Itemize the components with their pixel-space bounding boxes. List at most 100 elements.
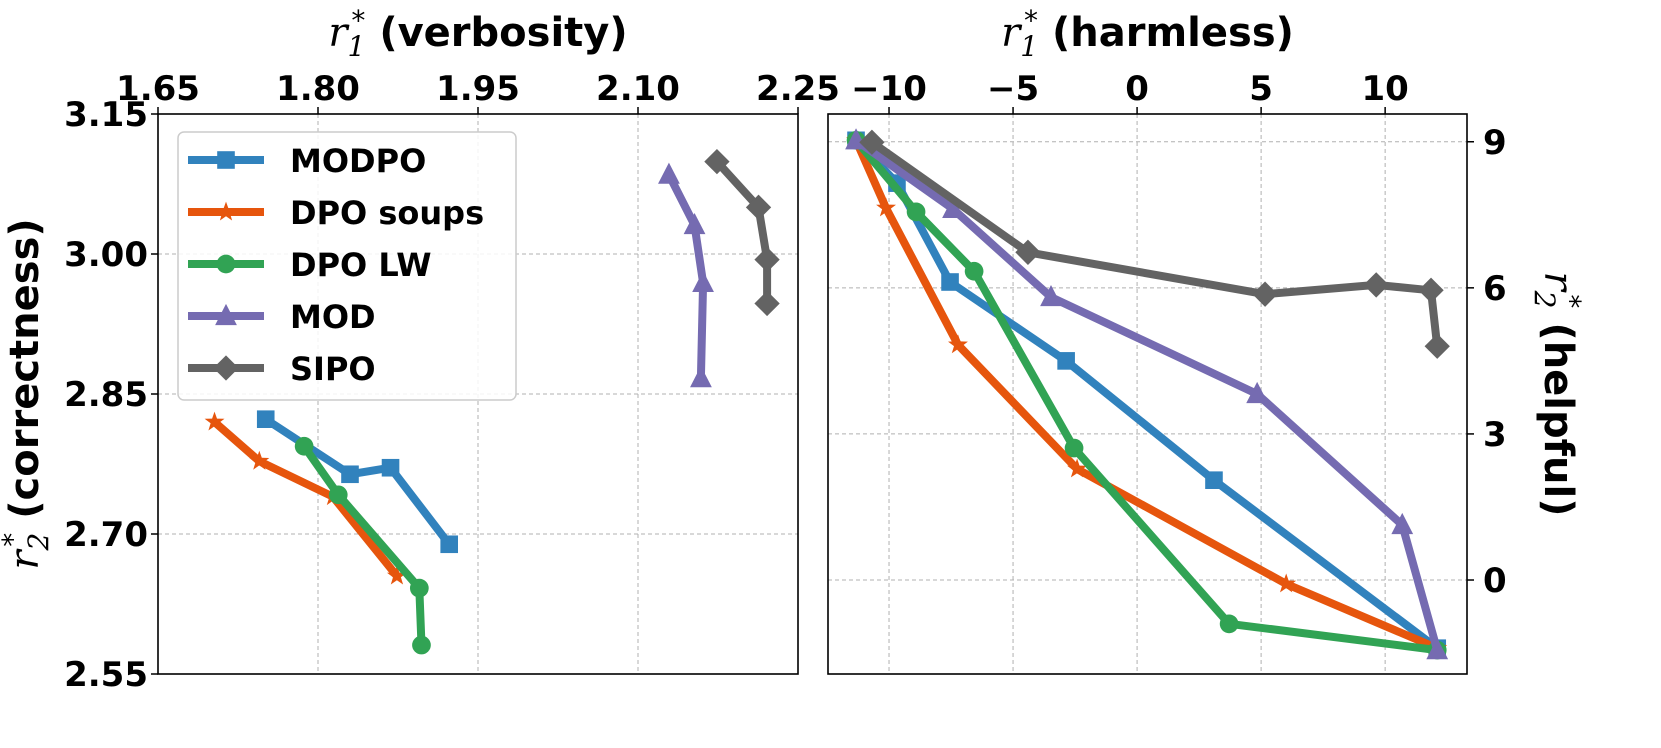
legend-box [177, 131, 517, 401]
x-axis-variable: r [328, 10, 350, 56]
data-point-sipo [704, 148, 730, 175]
x-tick-label: −5 [987, 69, 1039, 109]
data-point-dpo-soups [948, 334, 968, 354]
x-axis-subscript: 1 [1020, 30, 1038, 63]
legend-entry-sipo: SIPO [188, 350, 376, 388]
y-axis-title: r2* (correctness) [0, 218, 55, 569]
y-axis-superscript: * [0, 533, 29, 547]
data-point-modpo [1057, 352, 1075, 370]
data-point-sipo [1015, 239, 1041, 265]
data-point-sipo [754, 246, 780, 273]
y-axis-label-text: (helpful) [1535, 322, 1581, 516]
series-mod [658, 162, 714, 388]
data-point-modpo [341, 465, 359, 484]
series-line-sipo [869, 138, 1442, 347]
data-point-dpo-soups [204, 411, 225, 431]
x-tick-label: 1.95 [436, 69, 520, 109]
y-axis-subscript: 2 [22, 533, 55, 552]
y-tick-label: 3.00 [64, 235, 148, 275]
left-panel-verbosity-correctness: 1.65 1.80 1.95 2.10 2.25 2.55 2.70 2.85 3.00 3.15… [0, 4, 840, 695]
data-point-dpo-lw [1064, 438, 1084, 458]
series-line-dpo-lw [300, 443, 426, 646]
data-point-dpo-lw [906, 202, 926, 222]
data-point-sipo [1424, 333, 1450, 359]
y-tick-label: 2.55 [64, 655, 148, 695]
legend-label: DPO soups [290, 194, 484, 232]
series-dpo-lw [294, 436, 431, 655]
x-tick-label: 0 [1125, 69, 1149, 109]
data-point-dpo-lw [412, 635, 431, 655]
legend-marker-diamond-icon [213, 355, 239, 381]
x-axis-label-text: (verbosity) [379, 10, 627, 56]
data-point-mod [683, 212, 706, 235]
legend-label: MODPO [290, 142, 426, 180]
data-point-mod [1040, 284, 1062, 307]
data-point-dpo-soups [1276, 573, 1297, 593]
x-axis-superscript: * [351, 4, 365, 37]
data-point-modpo [256, 410, 275, 428]
data-point-sipo [1252, 281, 1278, 307]
data-point-modpo [1205, 471, 1223, 489]
data-point-mod [1426, 638, 1449, 660]
y-axis-variable: r [1535, 271, 1581, 293]
y-axis-subscript: 2 [1528, 290, 1561, 309]
x-axis-superscript: * [1024, 4, 1038, 37]
legend-marker-star-icon [216, 201, 236, 221]
series-mod [845, 128, 1449, 660]
series-line-dpo-soups [211, 418, 401, 579]
data-point-mod [692, 270, 714, 293]
legend-entry-dpo-soups: DPO soups [188, 194, 484, 232]
x-tick-label: 2.25 [756, 69, 840, 109]
legend-entry-modpo: MODPO [188, 142, 426, 180]
series-line-dpo-lw [852, 137, 1438, 655]
data-point-sipo [745, 194, 772, 220]
data-point-dpo-lw [964, 261, 984, 281]
legend-label: DPO LW [290, 246, 432, 284]
x-tick-label: 1.65 [116, 69, 200, 109]
data-point-mod [942, 196, 964, 219]
y-tick-label: 3.15 [64, 95, 148, 135]
data-point-mod [658, 162, 680, 184]
y-axis-title: r2* (helpful) [1528, 271, 1587, 516]
x-tick-label: 1.80 [276, 69, 360, 109]
y-tick-label: 6 [1483, 269, 1507, 309]
series-line-dpo-soups [852, 138, 1439, 652]
series-line-sipo [713, 158, 772, 304]
data-point-mod [690, 366, 712, 388]
y-tick-label: 2.85 [64, 375, 148, 415]
data-point-modpo [440, 535, 458, 554]
legend-marker-triangle-icon [215, 303, 237, 326]
data-point-dpo-lw [1219, 614, 1239, 634]
data-point-sipo [1363, 272, 1389, 298]
data-point-dpo-soups [1067, 458, 1087, 478]
x-axis-title: r1* (verbosity) [328, 4, 627, 63]
data-point-mod [1391, 512, 1414, 535]
x-axis-subscript: 1 [347, 30, 365, 63]
x-tick-label: 10 [1361, 69, 1408, 109]
x-tick-label: 2.10 [596, 69, 680, 109]
data-point-dpo-soups [876, 197, 896, 217]
x-tick-label: −10 [851, 69, 927, 109]
y-tick-label: 2.70 [64, 515, 148, 555]
legend-entry-mod: MOD [188, 298, 376, 336]
data-point-dpo-lw [294, 436, 314, 456]
y-axis-superscript: * [1554, 294, 1587, 308]
data-point-dpo-soups [387, 565, 407, 585]
data-point-mod [1246, 381, 1269, 404]
series-sipo [859, 129, 1450, 359]
y-axis-label-text: (correctness) [2, 218, 48, 518]
legend-entry-dpo-lw: DPO LW [188, 246, 432, 284]
series-line-mod [665, 172, 708, 379]
legend: MODPO DPO soups DPO LW MOD SIPO [177, 131, 517, 401]
data-point-modpo [381, 458, 400, 477]
legend-label: MOD [290, 298, 376, 336]
data-point-dpo-lw [409, 578, 429, 598]
x-axis-label-text: (harmless) [1052, 10, 1294, 56]
y-tick-label: 0 [1483, 561, 1507, 601]
series-modpo [847, 131, 1447, 657]
x-tick-label: 5 [1249, 69, 1273, 109]
data-point-modpo [941, 273, 959, 291]
series-dpo-soups [846, 129, 1448, 657]
